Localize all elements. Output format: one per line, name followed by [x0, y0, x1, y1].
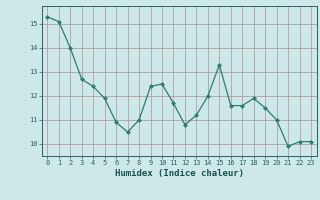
X-axis label: Humidex (Indice chaleur): Humidex (Indice chaleur) — [115, 169, 244, 178]
